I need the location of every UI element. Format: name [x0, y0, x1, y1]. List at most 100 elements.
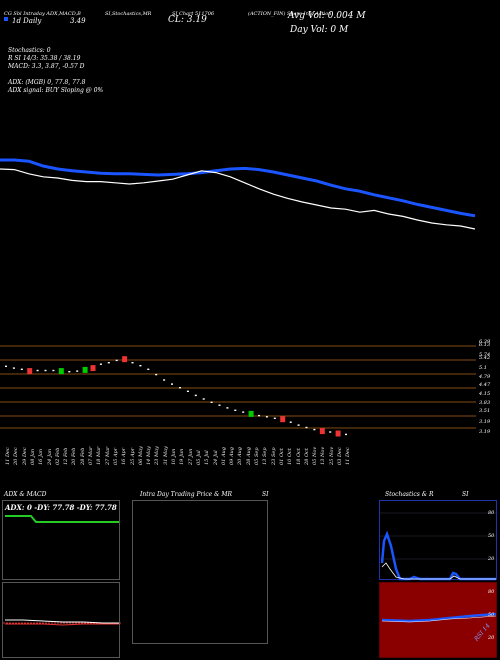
- price-axis-tick: 3.51: [479, 408, 491, 414]
- candle: [194, 394, 197, 397]
- stoch-panel: 80 50 20: [379, 500, 498, 581]
- date-axis-tick: 29 Dec: [21, 447, 28, 465]
- rsi-lines: [381, 612, 497, 623]
- date-axis-tick: 14 May: [146, 446, 153, 465]
- date-axis-tick: 05 Sep: [254, 447, 260, 465]
- macd-line-red: [5, 623, 119, 626]
- date-axis-tick: 01 Aug: [220, 447, 227, 465]
- date-axis-tick: 06 May: [137, 446, 144, 465]
- ma-line-0: [0, 158, 476, 218]
- candle: [163, 379, 166, 381]
- candle: [20, 368, 23, 370]
- date-axis-tick: 28 Oct: [303, 448, 310, 465]
- header-title-2: SI,Stochastics,MR: [105, 11, 152, 17]
- date-axis-tick: 16 Jan: [38, 448, 45, 465]
- date-axis-tick: 25 Nov: [328, 446, 335, 465]
- adx-line-green: [5, 515, 119, 523]
- macd-lines: [3, 619, 121, 626]
- candle: [115, 359, 118, 362]
- candle: [179, 387, 181, 389]
- candle: [319, 428, 325, 435]
- stoch-title: Stochastics: 0: [8, 47, 51, 54]
- price-axis-tick: 3.83: [479, 400, 491, 406]
- candle: [12, 367, 15, 369]
- date-axis-tick: 01 Oct: [278, 448, 285, 465]
- adx-lines: [5, 515, 119, 523]
- candle: [76, 370, 79, 372]
- date-axis-tick: 28 Aug: [245, 447, 252, 465]
- adx-line: ADX: (MGB) 0, 77.8, 77.8: [8, 79, 86, 86]
- header-title-3: SI Chart 511706: [172, 11, 215, 17]
- candle: [155, 373, 158, 376]
- adx-signal: ADX signal: BUY Sloping @ 0%: [8, 87, 104, 94]
- date-axis-tick: 20 Aug: [237, 447, 244, 465]
- candle: [107, 362, 110, 364]
- date-axis-tick: 15 Jul: [204, 450, 211, 465]
- candle: [5, 365, 7, 367]
- price-axis-tick: 3.19: [479, 429, 491, 435]
- candle: [265, 416, 268, 418]
- price-chart: [0, 158, 476, 437]
- date-axis-tick: 05 Nov: [312, 446, 319, 465]
- date-axis-tick: 13 Nov: [320, 446, 327, 465]
- date-axis-tick: 24 Jul: [212, 450, 219, 465]
- candle: [139, 365, 142, 367]
- rsi-line-white: [381, 615, 497, 623]
- date-axis-tick: 23 May: [154, 446, 161, 465]
- header-sub-line: 1d Daily: [12, 17, 42, 25]
- intra-panel-title: Intra Day Trading Price & MR: [140, 491, 233, 498]
- candle: [210, 401, 213, 403]
- stoch-panel-title: Stochastics & R: [385, 491, 434, 498]
- date-axis-tick: 18 Oct: [295, 448, 302, 465]
- candle: [52, 369, 55, 372]
- price-axis-tick: 6.39: [479, 339, 491, 345]
- candle: [297, 424, 300, 426]
- date-axis-tick: 09 Aug: [229, 447, 236, 465]
- candle: [131, 362, 134, 364]
- candle: [68, 371, 71, 373]
- date-axis-tick: 23 Sep: [270, 447, 277, 465]
- header-title-4: (ACTION_FIN) Share Info Action: [248, 11, 332, 17]
- intra-panel-title-si: SI: [262, 491, 269, 498]
- date-axis-tick: 27 Mar: [104, 446, 111, 465]
- candle: [226, 407, 229, 409]
- date-axis-tick: 03 Dec: [337, 447, 343, 465]
- candle: [289, 421, 292, 423]
- candle: [242, 411, 245, 413]
- ma-line-1: [0, 168, 476, 230]
- candle: [90, 365, 96, 372]
- date-axis-tick: 05 Jul: [195, 450, 202, 465]
- date-axis-tick: 25 Apr: [129, 447, 136, 465]
- date-axis-tick: 20 Feb: [71, 447, 78, 465]
- close-label: CL: 3.19: [168, 15, 207, 25]
- date-axis-tick: 28 Feb: [79, 447, 86, 465]
- day-vol-label: Day Vol: 0 M: [290, 25, 349, 35]
- header-sub-value: 3.49: [70, 17, 86, 25]
- price-axis-tick: 5.1: [479, 365, 487, 371]
- candle: [58, 368, 64, 375]
- avg-vol-label: Avg Vol: 0.004 M: [288, 11, 366, 21]
- rsi-tick-50: 50: [488, 612, 495, 618]
- date-axis-tick: 10 Jun: [171, 448, 177, 465]
- candle: [147, 368, 150, 370]
- series-marker-icon: [4, 17, 8, 21]
- candle: [27, 368, 33, 375]
- date-axis-tick: 12 Feb: [63, 447, 70, 465]
- price-axis-tick: 5.74: [479, 352, 491, 358]
- date-axis-tick: 16 Apr: [121, 447, 128, 465]
- rsi-tick-20: 20: [488, 635, 495, 641]
- stoch-tick-50: 50: [488, 533, 495, 539]
- date-axis-tick: 10 Oct: [287, 448, 294, 465]
- candle: [44, 369, 47, 372]
- stoch-tick-20: 20: [488, 556, 495, 562]
- adx-values: ADX: 0 -DY: 77.78 -DY: 77.78: [5, 503, 117, 512]
- candle: [36, 369, 39, 372]
- date-axis-tick: 11 Dec: [5, 447, 11, 465]
- date-axis-tick: 18 Mar: [96, 446, 103, 465]
- price-axis-tick: 6.13: [479, 342, 491, 348]
- stoch-panel-title-si: SI: [462, 491, 469, 498]
- stoch-d-line: [381, 562, 496, 580]
- stoch-tick-80: 80: [488, 510, 495, 516]
- date-axis-tick: 31 May: [162, 446, 169, 465]
- candle: [218, 404, 221, 406]
